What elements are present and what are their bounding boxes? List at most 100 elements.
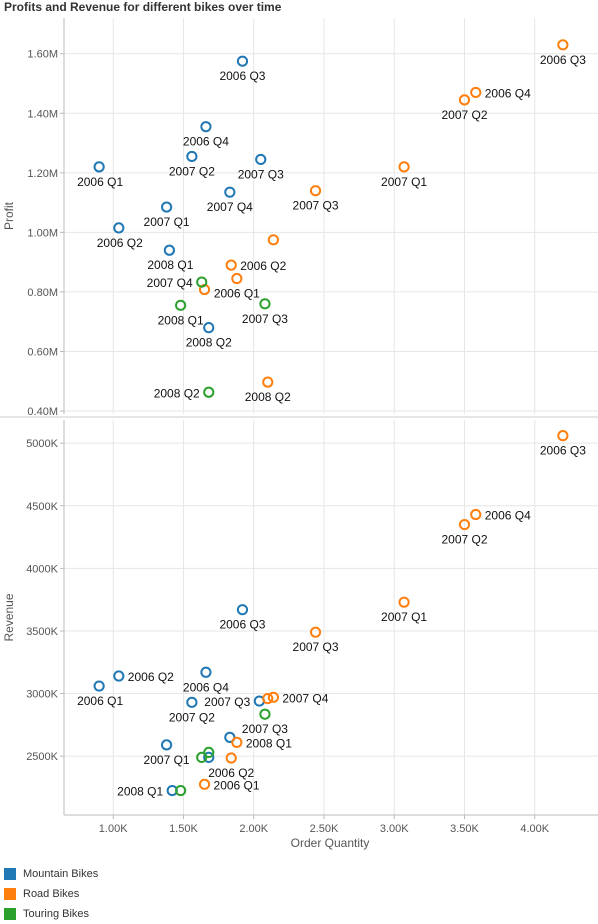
profit-data-label-road-bikes-2007-q3: 2007 Q3 <box>293 199 339 213</box>
profit-y-tick-label: 0.80M <box>27 287 58 299</box>
profit-y-tick-label: 0.40M <box>27 406 58 418</box>
profit-data-label-mountain-bikes-2006-q3: 2006 Q3 <box>219 69 265 83</box>
x-tick-label: 3.50K <box>450 823 479 835</box>
profit-data-label-touring-bikes-2007-q4: 2007 Q4 <box>147 276 193 290</box>
revenue-data-label-road-bikes-2007-q4: 2007 Q4 <box>282 691 328 705</box>
revenue-point-road-bikes-2007-q1 <box>398 596 410 608</box>
x-tick-label: 2.00K <box>239 823 268 835</box>
profit-point-road-bikes-2006-q3 <box>557 39 569 51</box>
profit-data-label-touring-bikes-2007-q3: 2007 Q3 <box>242 312 288 326</box>
profit-point-mountain-bikes-2007-q1 <box>160 201 173 213</box>
revenue-data-label-road-bikes-2006-q3: 2006 Q3 <box>540 444 586 458</box>
revenue-data-label-mountain-bikes-2006-q2: 2006 Q2 <box>128 670 174 684</box>
profit-point-road-bikes-2007-q1 <box>398 161 410 173</box>
x-tick-label: 2.50K <box>310 823 339 835</box>
revenue-point-mountain-bikes-2008-q2 <box>203 751 215 764</box>
x-axis-title: Order Quantity <box>291 836 370 850</box>
profit-point-mountain-bikes-2006-q2 <box>113 222 125 234</box>
revenue-data-label-road-bikes-2007-q3: 2007 Q3 <box>293 640 339 654</box>
revenue-y-tick-label: 2500K <box>26 751 58 763</box>
scatter-chart: 0.40M 0.60M 0.80M 1.00M 1.20M 1.40M 1.60M Profi… <box>0 18 598 850</box>
revenue-data-label-road-bikes-2006-q4: 2006 Q4 <box>485 509 531 523</box>
revenue-data-label-touring-bikes-2007-q3: 2007 Q3 <box>242 722 288 736</box>
chart-title: Profits and Revenue for different bikes … <box>4 0 282 14</box>
profit-point-road-bikes-2006-q4 <box>470 86 482 99</box>
revenue-point-road-bikes-2008-q1 <box>231 736 243 748</box>
profit-data-label-mountain-bikes-2006-q1: 2006 Q1 <box>77 175 123 189</box>
profit-data-label-road-bikes-2006-q1: 2006 Q1 <box>214 287 260 301</box>
revenue-point-road-bikes-2007-q4 <box>267 691 279 703</box>
revenue-y-tick-label: 3500K <box>26 626 58 638</box>
revenue-data-label-road-bikes-2007-q2: 2007 Q2 <box>441 533 487 547</box>
x-tick-label: 1.00K <box>99 823 128 835</box>
revenue-data-label-road-bikes-2008-q1: 2008 Q1 <box>246 736 292 750</box>
x-tick-label: 3.00K <box>380 823 409 835</box>
profit-point-mountain-bikes-2007-q3 <box>255 153 267 166</box>
revenue-y-axis-title: Revenue <box>2 593 16 641</box>
profit-point-road-bikes-2007-q3 <box>309 185 322 197</box>
profit-y-tick-label: 1.00M <box>27 227 58 239</box>
revenue-y-tick-label: 3000K <box>26 689 58 701</box>
profit-point-road-bikes-2008-q2 <box>262 376 274 388</box>
legend-swatch-touring <box>4 908 16 920</box>
revenue-point-mountain-bikes-2006-q1 <box>93 680 105 692</box>
profit-y-tick-label: 1.40M <box>27 108 58 120</box>
legend-item-touring-bikes[interactable]: Touring Bikes <box>4 904 98 924</box>
legend-item-road-bikes[interactable]: Road Bikes <box>4 884 98 904</box>
revenue-point-road-bikes-2007-q2 <box>458 518 471 531</box>
revenue-point-road-bikes-2006-q4 <box>470 508 482 521</box>
revenue-point-mountain-bikes-2006-q2 <box>113 670 125 682</box>
legend-item-mountain-bikes[interactable]: Mountain Bikes <box>4 864 98 884</box>
revenue-point-touring-bikes-2008-q1 <box>175 784 187 797</box>
profit-data-label-road-bikes-2006-q4: 2006 Q4 <box>485 86 531 100</box>
x-tick-label: 4.00K <box>520 823 549 835</box>
profit-point-mountain-bikes-2008-q1 <box>163 244 175 256</box>
revenue-point-touring-bikes-2007-q3 <box>259 708 271 720</box>
revenue-data-label-mountain-bikes-2006-q3: 2006 Q3 <box>219 618 265 632</box>
profit-data-label-mountain-bikes-2008-q1: 2008 Q1 <box>147 258 193 272</box>
revenue-point-mountain-bikes-2007-q1 <box>160 739 173 751</box>
profit-y-tick-label: 1.20M <box>27 168 58 180</box>
profit-data-label-road-bikes-2008-q2: 2008 Q2 <box>245 390 291 404</box>
profit-point-touring-bikes-2008-q1 <box>175 299 187 311</box>
profit-point-mountain-bikes-2007-q4 <box>224 186 236 198</box>
profit-point-mountain-bikes-2007-q2 <box>186 150 198 163</box>
legend: Mountain Bikes Road Bikes Touring Bikes <box>4 864 98 924</box>
profit-point-touring-bikes-2007-q3 <box>259 298 271 310</box>
revenue-data-label-road-bikes-2007-q1: 2007 Q1 <box>381 610 427 624</box>
revenue-data-label-mountain-bikes-2006-q4: 2006 Q4 <box>183 680 229 694</box>
revenue-point-mountain-bikes-2006-q3 <box>236 604 249 616</box>
revenue-point-road-bikes-2006-q1 <box>198 778 211 790</box>
revenue-point-mountain-bikes-2006-q4 <box>200 666 212 678</box>
revenue-data-label-mountain-bikes-2008-q1: 2008 Q1 <box>117 785 163 799</box>
revenue-point-road-bikes-2006-q2 <box>225 752 237 764</box>
revenue-y-tick-label: 4500K <box>26 501 58 513</box>
profit-data-label-touring-bikes-2008-q2: 2008 Q2 <box>154 386 200 400</box>
profit-point-mountain-bikes-2006-q3 <box>236 55 249 67</box>
x-tick-label: 1.50K <box>169 823 198 835</box>
profit-data-label-mountain-bikes-2007-q1: 2007 Q1 <box>144 215 190 229</box>
profit-point-road-bikes-2006-q2 <box>225 259 237 271</box>
revenue-data-label-road-bikes-2006-q2: 2006 Q2 <box>208 766 254 780</box>
profit-data-label-mountain-bikes-2007-q2: 2007 Q2 <box>169 164 215 178</box>
revenue-y-tick-label: 5000K <box>26 438 58 450</box>
profit-point-touring-bikes-2007-q4 <box>196 276 208 288</box>
revenue-point-road-bikes-2008-q2 <box>262 692 274 705</box>
revenue-data-label-mountain-bikes-2007-q2: 2007 Q2 <box>169 710 215 724</box>
profit-y-tick-label: 0.60M <box>27 346 58 358</box>
profit-data-label-mountain-bikes-2007-q4: 2007 Q4 <box>207 200 253 214</box>
legend-label-touring: Touring Bikes <box>23 908 90 920</box>
revenue-y-tick-label: 4000K <box>26 563 58 575</box>
legend-swatch-mountain <box>4 868 16 880</box>
profit-data-label-mountain-bikes-2006-q4: 2006 Q4 <box>183 135 229 149</box>
profit-point-mountain-bikes-2006-q4 <box>200 121 212 133</box>
revenue-point-touring-bikes-2008-q2 <box>203 746 215 759</box>
revenue-data-label-mountain-bikes-2007-q3: 2007 Q3 <box>204 695 250 709</box>
revenue-data-label-mountain-bikes-2007-q1: 2007 Q1 <box>144 753 190 767</box>
profit-point-road-bikes-2007-q4 <box>267 234 279 246</box>
profit-y-tick-label: 1.60M <box>27 49 58 61</box>
profit-data-label-mountain-bikes-2007-q3: 2007 Q3 <box>238 167 284 181</box>
profit-data-label-road-bikes-2007-q1: 2007 Q1 <box>381 175 427 189</box>
profit-point-road-bikes-2006-q1 <box>231 272 243 285</box>
revenue-point-road-bikes-2006-q3 <box>557 430 569 442</box>
